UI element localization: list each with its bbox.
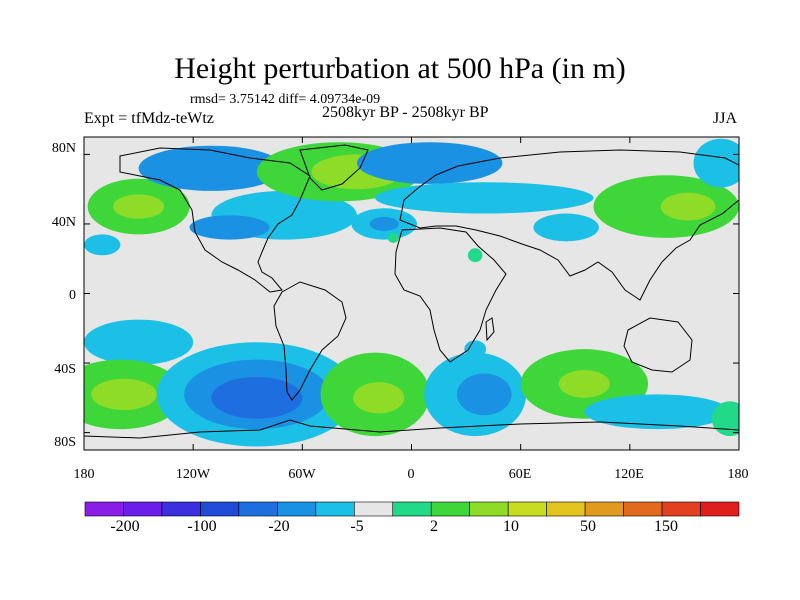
- colorbar-label: 2: [430, 518, 438, 535]
- contour-region: [375, 182, 594, 214]
- colorbar-label: -5: [350, 518, 364, 535]
- lon-tick-label: 120E: [614, 467, 644, 482]
- contour-region: [711, 401, 739, 437]
- colorbar-label: -20: [268, 518, 290, 535]
- colorbar-swatch: [315, 501, 355, 517]
- contour-region: [138, 145, 285, 191]
- coastline-australia: [623, 317, 693, 373]
- colorbar-swatch: [700, 501, 740, 517]
- coastline-antarctica: [84, 419, 739, 439]
- colorbar-swatch: [123, 501, 163, 517]
- lon-tick-label: 120W: [175, 467, 211, 482]
- contour-region: [533, 213, 599, 242]
- lat-tick-label: 40S: [54, 362, 76, 377]
- colorbar-swatch: [469, 501, 509, 517]
- colorbar-swatch: [200, 501, 240, 517]
- colorbar-label: -100: [187, 518, 217, 535]
- contour-region: [369, 216, 399, 231]
- colorbar-label: 150: [654, 518, 678, 535]
- coastline-greenland: [299, 144, 369, 191]
- axis-ticks: [83, 137, 740, 450]
- lon-tick-label: 180: [73, 467, 95, 482]
- contour-region: [558, 370, 610, 398]
- contour-region: [353, 382, 405, 414]
- map-title: Height perturbation at 500 hPa (in m): [174, 52, 626, 85]
- coastlines: [84, 144, 739, 439]
- colorbar-label: -200: [110, 518, 140, 535]
- contour-region: [387, 232, 399, 244]
- colorbar-swatch: [238, 501, 278, 517]
- contour-region: [467, 248, 483, 263]
- colorbar-swatch: [546, 501, 586, 517]
- contour-region: [584, 394, 730, 430]
- experiment-label: Expt = tfMdz-teWtz: [84, 110, 214, 127]
- contour-region: [211, 376, 303, 419]
- lon-tick-label: 60W: [288, 467, 316, 482]
- coastline-north-america: [119, 147, 311, 293]
- contour-region: [113, 194, 165, 219]
- contour-region: [456, 373, 512, 416]
- lon-tick-label: 0: [407, 467, 415, 482]
- colorbar-swatch: [507, 501, 547, 517]
- contour-region: [693, 138, 739, 188]
- lat-tick-label: 0: [69, 288, 76, 303]
- coastline-madagascar: [485, 317, 495, 342]
- contour-region: [356, 142, 503, 184]
- colorbar-swatch: [430, 501, 471, 517]
- colorbar-swatch: [84, 501, 124, 517]
- lat-tick-label: 80S: [54, 435, 76, 450]
- colorbar-swatch: [623, 501, 663, 517]
- height-field: [84, 138, 739, 447]
- lat-tick-label: 40N: [51, 215, 76, 230]
- lon-tick-label: 180: [727, 467, 749, 482]
- colorbar-swatch: [392, 501, 432, 517]
- colorbar-swatch: [584, 501, 624, 517]
- coastline-south-america: [273, 281, 347, 401]
- period-label: 2508kyr BP - 2508kyr BP: [322, 104, 489, 121]
- contour-region: [91, 378, 157, 411]
- contour-region: [84, 319, 194, 365]
- season-label: JJA: [713, 110, 738, 127]
- colorbar-swatch: [353, 501, 394, 517]
- contour-region: [660, 192, 716, 221]
- coastline-eurasia: [399, 149, 739, 301]
- colorbar: [84, 501, 740, 517]
- contour-region: [84, 234, 121, 256]
- colorbar-label: 10: [503, 518, 519, 535]
- colorbar-swatch: [161, 501, 201, 517]
- coastline-africa: [394, 227, 507, 363]
- colorbar-swatch: [661, 501, 701, 517]
- contour-region: [189, 215, 270, 240]
- colorbar-swatch: [277, 501, 317, 517]
- lat-tick-label: 80N: [51, 141, 76, 156]
- lon-tick-label: 60E: [508, 467, 532, 482]
- colorbar-label: 50: [580, 518, 596, 535]
- contour-region: [464, 340, 487, 358]
- stats-line: rmsd= 3.75142 diff= 4.09734e-09: [190, 92, 381, 107]
